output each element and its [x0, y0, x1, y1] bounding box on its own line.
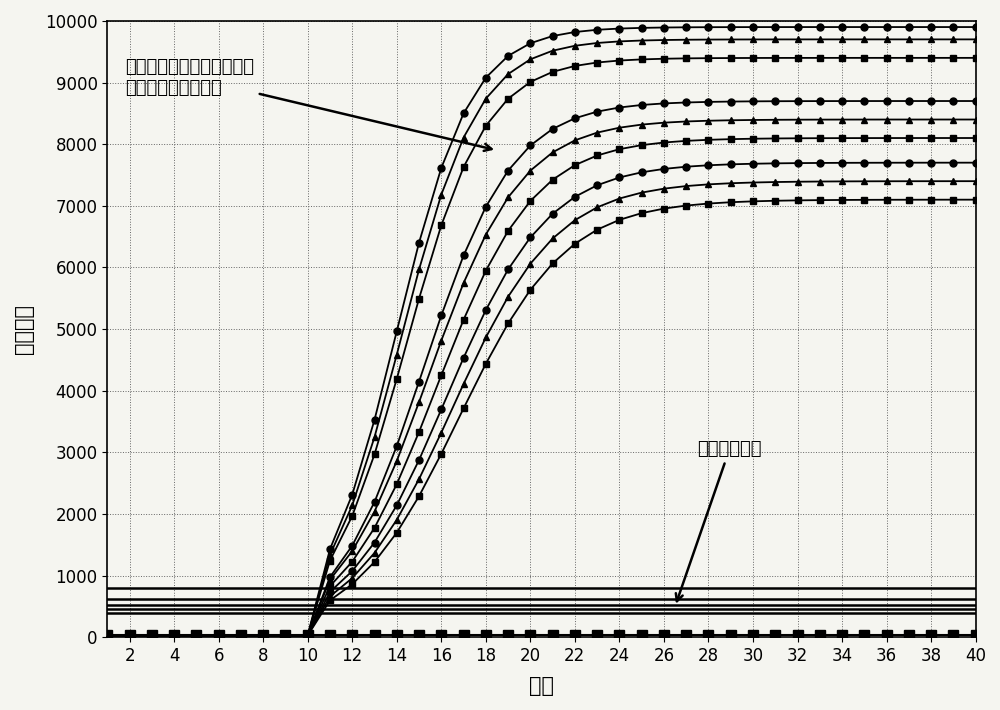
Text: 嗃水气单胞菌、维氏气单胞
菌和舒伯特气单胞菌: 嗃水气单胞菌、维氏气单胞 菌和舒伯特气单胞菌	[125, 58, 492, 151]
Text: 其他细菌菌株: 其他细菌菌株	[676, 440, 762, 601]
Y-axis label: 荧光信号: 荧光信号	[14, 304, 34, 354]
X-axis label: 周期: 周期	[529, 676, 554, 696]
